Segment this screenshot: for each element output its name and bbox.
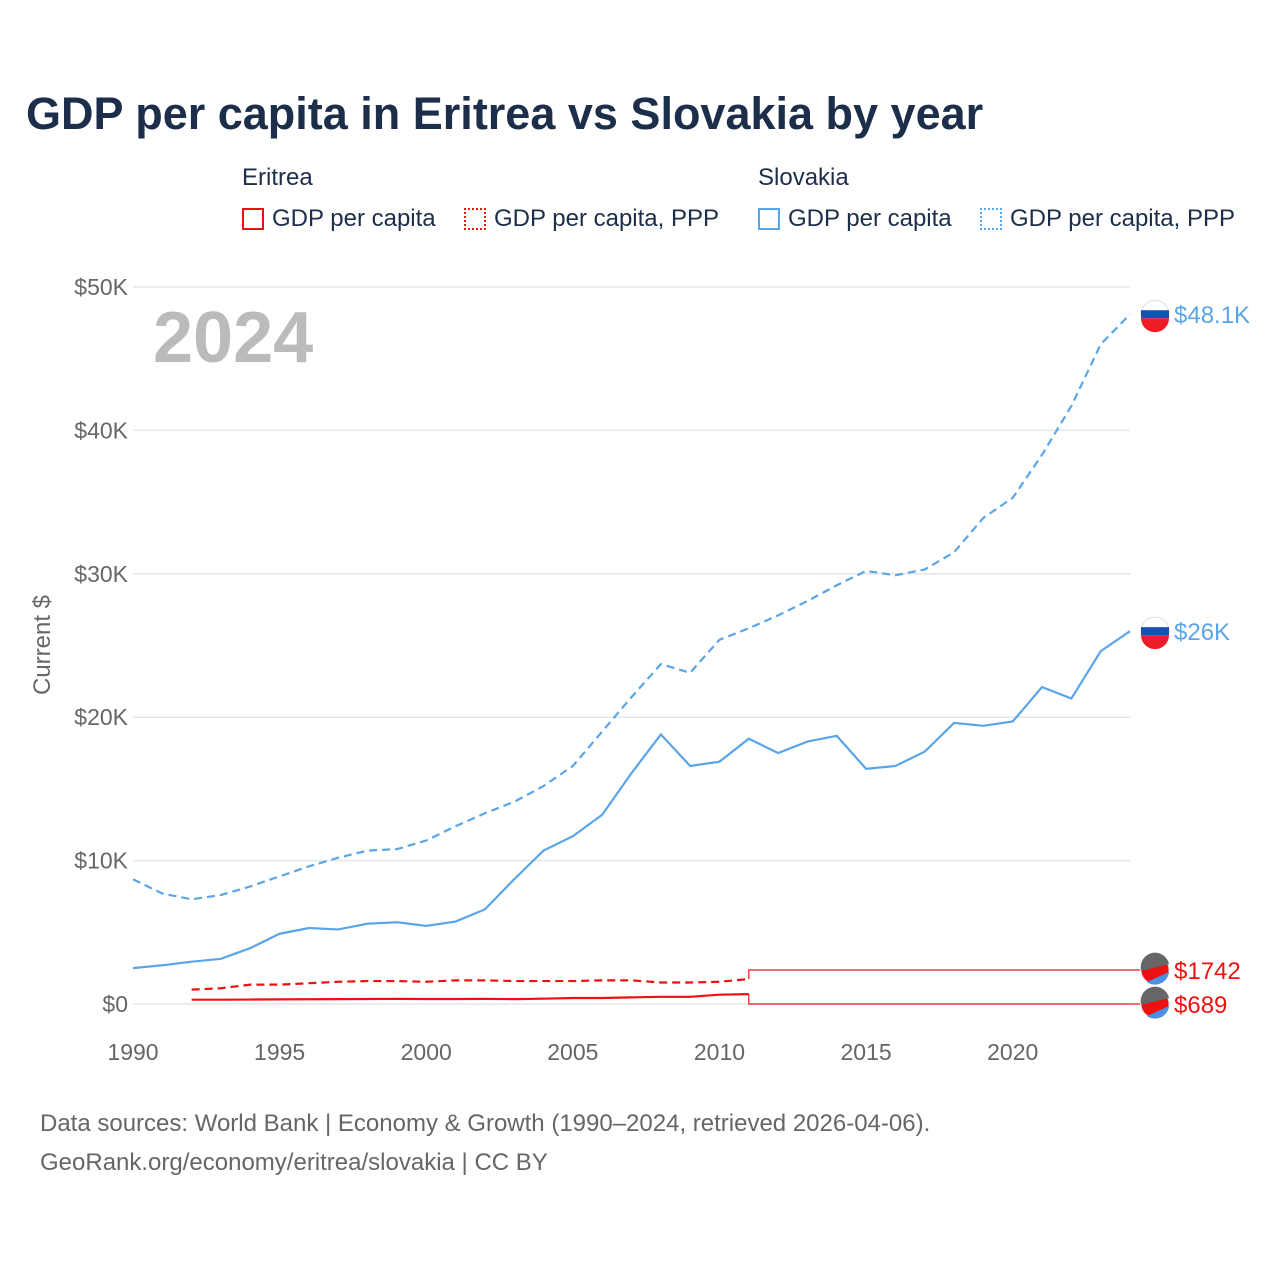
legend-swatch bbox=[980, 208, 1002, 230]
legend-swatch bbox=[464, 208, 486, 230]
flag-stripe bbox=[1141, 635, 1169, 650]
y-tick-label: $50K bbox=[74, 274, 128, 300]
series-line-0 bbox=[132, 630, 1131, 970]
footer-sources: Data sources: World Bank | Economy & Gro… bbox=[40, 1110, 931, 1137]
y-tick-label: $30K bbox=[74, 561, 128, 587]
x-tick-label: 1995 bbox=[254, 1039, 305, 1065]
end-value-label: $1742 bbox=[1174, 958, 1241, 985]
x-tick-label: 2005 bbox=[547, 1039, 598, 1065]
x-tick-label: 2000 bbox=[401, 1039, 452, 1065]
end-connector bbox=[748, 994, 1140, 1005]
legend-eritrea-ppp[interactable]: GDP per capita, PPP bbox=[464, 205, 719, 233]
end-value-label: $689 bbox=[1174, 992, 1227, 1019]
y-axis-label: Current $ bbox=[29, 595, 56, 695]
end-connector bbox=[748, 969, 1140, 980]
flag-stripe bbox=[1141, 627, 1169, 636]
legend-slovakia-gdp[interactable]: GDP per capita bbox=[758, 205, 952, 233]
flag-stripe bbox=[1141, 310, 1169, 319]
x-tick-label: 2015 bbox=[841, 1039, 892, 1065]
legend-label: GDP per capita, PPP bbox=[1010, 205, 1235, 232]
end-value-label: $26K bbox=[1174, 619, 1230, 646]
y-tick-label: $20K bbox=[74, 704, 128, 730]
legend-swatch bbox=[242, 208, 264, 230]
legend-swatch bbox=[758, 208, 780, 230]
series-line-2 bbox=[191, 993, 749, 1001]
series-line-1 bbox=[132, 313, 1131, 901]
y-tick-label: $10K bbox=[74, 848, 128, 874]
flag-part bbox=[1147, 972, 1169, 985]
plot-area: 2024 Current $ $0 $10K $20K $30K $40K $50K 199… bbox=[29, 274, 1250, 1065]
flag-stripe bbox=[1141, 318, 1169, 333]
flag-part bbox=[1140, 952, 1169, 970]
flag-part bbox=[1147, 1006, 1169, 1019]
legend-label: GDP per capita bbox=[272, 205, 436, 232]
chart-title: GDP per capita in Eritrea vs Slovakia by… bbox=[26, 88, 984, 139]
series-line-3 bbox=[191, 977, 749, 991]
footer-url[interactable]: GeoRank.org/economy/eritrea/slovakia | C… bbox=[40, 1149, 548, 1176]
x-tick-label: 2020 bbox=[987, 1039, 1038, 1065]
legend-group-eritrea: Eritrea bbox=[242, 164, 313, 191]
legend-group-slovakia: Slovakia bbox=[758, 164, 849, 191]
year-watermark: 2024 bbox=[153, 298, 313, 378]
legend-label: GDP per capita, PPP bbox=[494, 205, 719, 232]
x-tick-label: 2010 bbox=[694, 1039, 745, 1065]
end-value-label: $48.1K bbox=[1174, 302, 1250, 329]
y-tick-label: $40K bbox=[74, 417, 128, 443]
y-tick-label: $0 bbox=[102, 991, 128, 1017]
flag-part bbox=[1140, 986, 1169, 1004]
legend-eritrea-gdp[interactable]: GDP per capita bbox=[242, 205, 436, 233]
legend-label: GDP per capita bbox=[788, 205, 952, 232]
x-tick-label: 1990 bbox=[107, 1039, 158, 1065]
legend-slovakia-ppp[interactable]: GDP per capita, PPP bbox=[980, 205, 1235, 233]
